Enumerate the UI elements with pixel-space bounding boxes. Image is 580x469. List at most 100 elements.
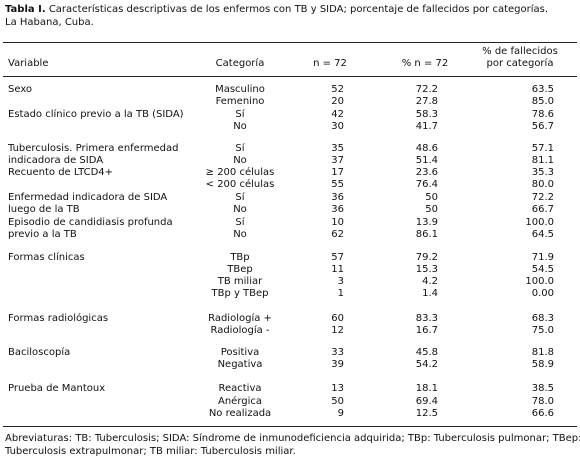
cell-variable: previo a la TB	[8, 229, 77, 240]
cell-pct: 48.6	[415, 143, 438, 154]
cell-n: 35	[331, 143, 344, 154]
cell-n: 52	[331, 84, 344, 95]
cell-pct: 15.3	[415, 264, 438, 275]
cell-categoria: No	[233, 121, 247, 132]
cell-n: 42	[331, 109, 344, 120]
title-text: Características descriptivas de los enfe…	[48, 4, 549, 15]
cell-categoria: TBp	[230, 252, 250, 263]
cell-pct: 18.1	[415, 383, 438, 394]
cell-variable: Episodio de candidiasis profunda	[8, 217, 173, 228]
cell-fallecidos: 57.1	[531, 143, 554, 154]
cell-n: 50	[331, 396, 344, 407]
cell-pct: 79.2	[415, 252, 438, 263]
cell-fallecidos: 78.0	[531, 396, 554, 407]
cell-fallecidos: 68.3	[531, 313, 554, 324]
cell-pct: 86.1	[415, 229, 438, 240]
cell-pct: 69.4	[415, 396, 438, 407]
cell-pct: 50	[425, 192, 438, 203]
cell-categoria: Masculino	[215, 84, 265, 95]
cell-n: 20	[331, 96, 344, 107]
cell-categoria: Reactiva	[218, 383, 262, 394]
rule	[3, 426, 577, 427]
cell-fallecidos: 54.5	[531, 264, 554, 275]
cell-pct: 12.5	[415, 408, 438, 419]
header-cell: por categoría	[486, 58, 554, 69]
cell-pct: 58.3	[415, 109, 438, 120]
cell-n: 1	[337, 288, 344, 299]
cell-pct: 4.2	[422, 276, 438, 287]
cell-n: 33	[331, 347, 344, 358]
cell-pct: 13.9	[415, 217, 438, 228]
cell-pct: 23.6	[415, 167, 438, 178]
header-cell: % n = 72	[401, 58, 449, 69]
header-cell: Categoría	[215, 58, 265, 69]
cell-fallecidos: 85.0	[531, 96, 554, 107]
cell-fallecidos: 80.0	[531, 179, 554, 190]
footnote: Abreviaturas: TB: Tuberculosis; SIDA: Sí…	[5, 433, 580, 444]
cell-pct: 41.7	[415, 121, 438, 132]
cell-n: 62	[331, 229, 344, 240]
cell-fallecidos: 81.1	[531, 155, 554, 166]
cell-categoria: Radiología -	[210, 325, 270, 336]
title-label: Tabla I.	[5, 4, 46, 15]
cell-n: 9	[337, 408, 344, 419]
cell-fallecidos: 66.6	[531, 408, 554, 419]
cell-pct: 1.4	[422, 288, 438, 299]
cell-categoria: Radiología +	[208, 313, 272, 324]
cell-n: 55	[331, 179, 344, 190]
cell-n: 3	[337, 276, 344, 287]
title-line: La Habana, Cuba.	[5, 17, 94, 28]
rule	[3, 42, 577, 43]
cell-fallecidos: 75.0	[531, 325, 554, 336]
cell-n: 57	[331, 252, 344, 263]
cell-categoria: TBep	[227, 264, 253, 275]
cell-fallecidos: 38.5	[531, 383, 554, 394]
cell-variable: Estado clínico previo a la TB (SIDA)	[8, 109, 184, 120]
cell-categoria: Sí	[235, 143, 245, 154]
cell-pct: 54.2	[415, 359, 438, 370]
cell-n: 13	[331, 383, 344, 394]
cell-pct: 50	[425, 204, 438, 215]
cell-categoria: < 200 células	[205, 179, 275, 190]
cell-categoria: Sí	[235, 109, 245, 120]
cell-fallecidos: 56.7	[531, 121, 554, 132]
cell-categoria: No	[233, 155, 247, 166]
cell-variable: Baciloscopía	[8, 347, 71, 358]
header-cell: Variable	[8, 58, 49, 69]
title-line: Tabla I. Características descriptivas de…	[5, 4, 548, 16]
cell-pct: 83.3	[415, 313, 438, 324]
cell-fallecidos: 78.6	[531, 109, 554, 120]
cell-pct: 45.8	[415, 347, 438, 358]
cell-fallecidos: 66.7	[531, 204, 554, 215]
cell-variable: luego de la TB	[8, 204, 80, 215]
cell-n: 37	[331, 155, 344, 166]
cell-variable: Prueba de Mantoux	[8, 383, 106, 394]
cell-n: 36	[331, 204, 344, 215]
cell-categoria: TBp y TBep	[211, 288, 269, 299]
cell-fallecidos: 58.9	[531, 359, 554, 370]
cell-n: 10	[331, 217, 344, 228]
cell-variable: Formas clínicas	[8, 252, 85, 263]
cell-categoria: ≥ 200 células	[205, 167, 275, 178]
cell-pct: 16.7	[415, 325, 438, 336]
cell-n: 60	[331, 313, 344, 324]
cell-categoria: Anérgica	[217, 396, 263, 407]
cell-categoria: No	[233, 204, 247, 215]
cell-fallecidos: 100.0	[525, 217, 554, 228]
cell-fallecidos: 64.5	[531, 229, 554, 240]
cell-categoria: Negativa	[217, 359, 263, 370]
cell-categoria: Femenino	[215, 96, 265, 107]
cell-variable: Sexo	[8, 84, 33, 95]
cell-variable: indicadora de SIDA	[8, 155, 104, 166]
cell-fallecidos: 0.00	[531, 288, 554, 299]
header-cell: n = 72	[313, 58, 347, 69]
cell-categoria: No	[233, 229, 247, 240]
cell-variable: Recuento de LTCD4+	[8, 167, 114, 178]
cell-n: 36	[331, 192, 344, 203]
cell-n: 30	[331, 121, 344, 132]
cell-variable: Enfermedad indicadora de SIDA	[8, 192, 168, 203]
cell-pct: 76.4	[415, 179, 438, 190]
rule	[3, 76, 577, 77]
cell-fallecidos: 72.2	[531, 192, 554, 203]
cell-pct: 27.8	[415, 96, 438, 107]
